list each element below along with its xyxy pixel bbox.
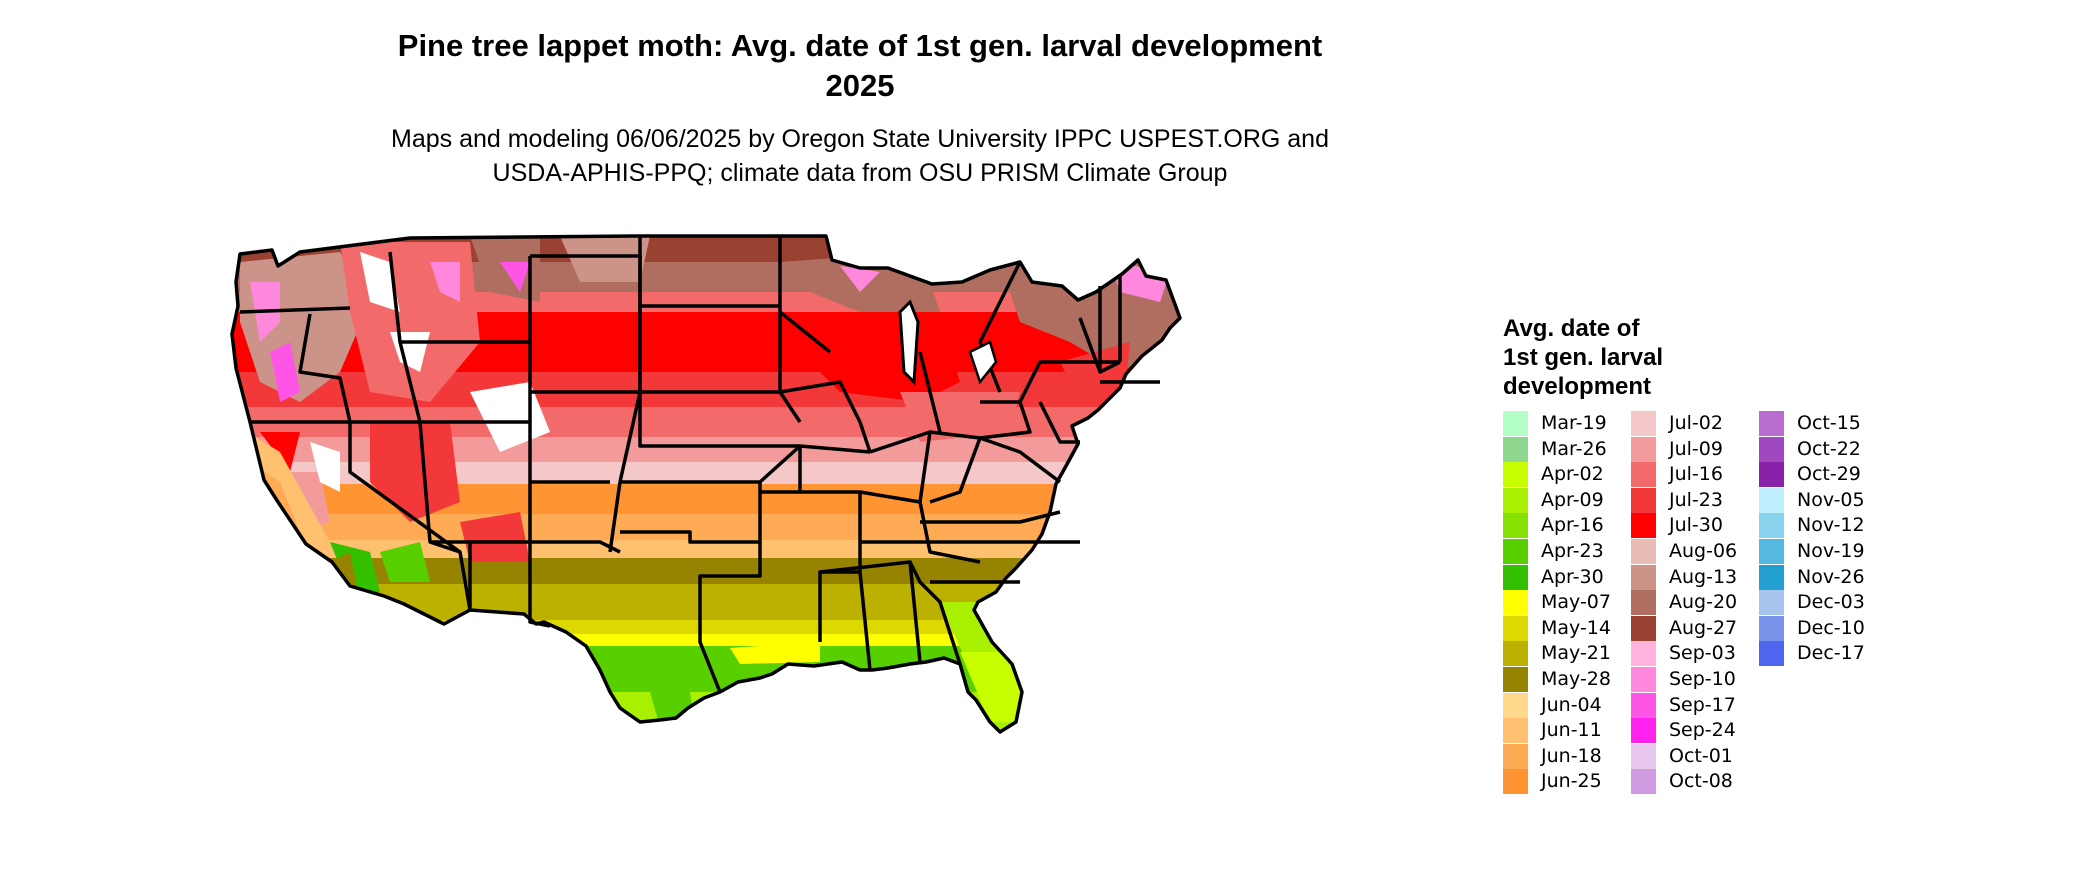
development-date-raster xyxy=(232,236,1180,732)
map-subtitle-line1: Maps and modeling 06/06/2025 by Oregon S… xyxy=(391,125,1329,153)
legend-label: Oct-08 xyxy=(1669,770,1733,793)
legend-swatch xyxy=(1759,487,1784,513)
legend-swatch xyxy=(1759,513,1784,539)
legend-swatch xyxy=(1503,769,1528,795)
legend-swatch xyxy=(1631,539,1656,564)
legend-swatch xyxy=(1759,411,1784,436)
legend-label: Jun-25 xyxy=(1541,770,1602,793)
legend-swatch xyxy=(1503,615,1528,641)
legend-title-line1: Avg. date of xyxy=(1503,315,1640,342)
legend-label: Nov-26 xyxy=(1797,565,1865,588)
map-subtitle-line2: USDA-APHIS-PPQ; climate data from OSU PR… xyxy=(492,159,1228,187)
legend-label: Oct-01 xyxy=(1669,744,1733,767)
legend-title: Avg. date of 1st gen. larval development xyxy=(1503,314,1743,401)
legend-swatch xyxy=(1503,436,1528,462)
legend-swatch xyxy=(1503,718,1528,744)
lake-michigan xyxy=(898,299,920,386)
legend-swatch xyxy=(1631,743,1656,769)
legend-label: May-07 xyxy=(1541,591,1611,614)
legend-swatch xyxy=(1759,539,1784,564)
legend-swatch xyxy=(1503,462,1528,488)
legend-swatch xyxy=(1631,590,1656,616)
legend-swatch xyxy=(1631,769,1656,795)
legend-label: Apr-02 xyxy=(1541,463,1604,486)
legend-label: Jul-09 xyxy=(1669,437,1723,460)
legend-label: Jun-11 xyxy=(1541,719,1602,742)
legend-swatch xyxy=(1503,590,1528,616)
legend-swatch xyxy=(1631,641,1656,667)
legend-label: Apr-16 xyxy=(1541,514,1604,537)
legend-swatch xyxy=(1503,743,1528,769)
legend-label: Mar-26 xyxy=(1541,437,1607,460)
legend-swatch xyxy=(1759,462,1784,488)
legend-swatch xyxy=(1631,513,1656,539)
legend-label: Nov-12 xyxy=(1797,514,1865,537)
legend-label: Aug-13 xyxy=(1669,565,1738,588)
legend-title-line3: development xyxy=(1503,373,1652,400)
legend-swatch xyxy=(1631,667,1656,692)
legend-label: Nov-05 xyxy=(1797,488,1865,511)
legend-swatch xyxy=(1503,667,1528,692)
legend-label: Aug-06 xyxy=(1669,540,1738,562)
legend-label: Jul-02 xyxy=(1669,412,1723,434)
legend-label: May-21 xyxy=(1541,642,1611,665)
lake-huron xyxy=(968,340,998,385)
legend-label: Sep-17 xyxy=(1669,693,1736,716)
legend-label: Sep-03 xyxy=(1669,642,1736,665)
legend-swatch xyxy=(1759,436,1784,462)
legend-label: May-28 xyxy=(1541,668,1611,690)
legend-label: Aug-20 xyxy=(1669,591,1738,614)
legend-label: Jul-30 xyxy=(1669,514,1723,537)
legend-label: Nov-19 xyxy=(1797,540,1865,562)
us-map xyxy=(230,234,1182,734)
legend-swatch xyxy=(1631,487,1656,513)
legend-swatch xyxy=(1759,615,1784,641)
legend-label: May-14 xyxy=(1541,616,1611,639)
legend-label: Oct-15 xyxy=(1797,412,1861,434)
legend-swatch xyxy=(1503,487,1528,513)
legend: Avg. date of 1st gen. larval development… xyxy=(1503,314,1865,795)
legend-swatch xyxy=(1631,411,1656,436)
map-subtitle: Maps and modeling 06/06/2025 by Oregon S… xyxy=(300,122,1420,190)
legend-label: Dec-03 xyxy=(1797,591,1865,614)
legend-swatch xyxy=(1759,641,1784,667)
legend-label: Sep-24 xyxy=(1669,719,1736,742)
legend-swatch xyxy=(1503,513,1528,539)
legend-swatch xyxy=(1631,692,1656,718)
legend-label: Apr-23 xyxy=(1541,540,1604,562)
map-title-line: Pine tree lappet moth: Avg. date of 1st … xyxy=(397,28,1323,63)
legend-label: Sep-10 xyxy=(1669,668,1736,690)
legend-swatch xyxy=(1503,411,1528,436)
legend-swatch xyxy=(1631,436,1656,462)
legend-label: Dec-10 xyxy=(1797,616,1865,639)
legend-swatch xyxy=(1503,564,1528,590)
legend-label: Jul-16 xyxy=(1669,463,1723,486)
legend-swatch xyxy=(1631,718,1656,744)
legend-label: Oct-29 xyxy=(1797,463,1861,486)
legend-swatch xyxy=(1631,615,1656,641)
legend-label: Jun-04 xyxy=(1541,693,1602,716)
legend-label: Apr-09 xyxy=(1541,488,1604,511)
state-boundaries xyxy=(230,234,1182,734)
legend-swatch xyxy=(1503,641,1528,667)
legend-label: Jul-23 xyxy=(1669,488,1723,511)
legend-title-line2: 1st gen. larval xyxy=(1503,344,1664,371)
legend-swatch xyxy=(1759,590,1784,616)
map-title: Pine tree lappet moth: Avg. date of 1st … xyxy=(300,26,1420,106)
legend-label: Mar-19 xyxy=(1541,412,1607,434)
legend-label: Aug-27 xyxy=(1669,616,1738,639)
legend-swatch xyxy=(1759,564,1784,590)
map-title-year: 2025 xyxy=(825,68,895,103)
legend-swatch xyxy=(1503,692,1528,718)
legend-label: Apr-30 xyxy=(1541,565,1604,588)
legend-label: Dec-17 xyxy=(1797,642,1865,665)
legend-swatch xyxy=(1631,564,1656,590)
legend-label: Oct-22 xyxy=(1797,437,1861,460)
legend-swatch xyxy=(1631,462,1656,488)
legend-label: Jun-18 xyxy=(1541,744,1602,767)
legend-swatch xyxy=(1503,539,1528,564)
